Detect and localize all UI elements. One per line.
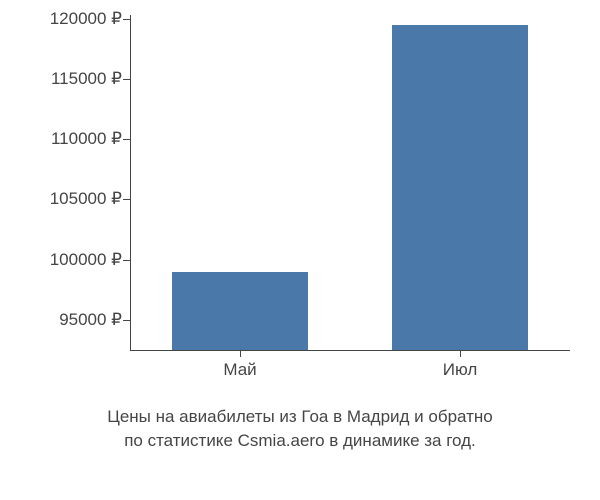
y-tick-label: 105000 ₽ xyxy=(2,189,122,209)
y-tick-label: 115000 ₽ xyxy=(2,69,122,89)
x-tick-mark xyxy=(460,350,461,357)
caption-line-2: по статистике Csmia.aero в динамике за г… xyxy=(124,431,476,450)
price-chart: 120000 ₽ 115000 ₽ 110000 ₽ 105000 ₽ 1000… xyxy=(0,0,600,420)
bar-may xyxy=(172,272,308,350)
y-tick-label: 120000 ₽ xyxy=(2,9,122,29)
y-tick-label: 110000 ₽ xyxy=(2,129,122,149)
chart-caption: Цены на авиабилеты из Гоа в Мадрид и обр… xyxy=(0,405,600,453)
x-tick-label: Май xyxy=(223,360,256,380)
y-tick-mark xyxy=(123,79,130,80)
y-tick-mark xyxy=(123,19,130,20)
x-axis-line xyxy=(130,350,570,351)
y-tick-mark xyxy=(123,320,130,321)
y-tick-mark xyxy=(123,260,130,261)
y-tick-mark xyxy=(123,139,130,140)
plot-area xyxy=(130,15,570,350)
bar-jul xyxy=(392,25,528,350)
caption-line-1: Цены на авиабилеты из Гоа в Мадрид и обр… xyxy=(107,407,493,426)
y-tick-label: 95000 ₽ xyxy=(2,310,122,330)
x-tick-label: Июл xyxy=(443,360,478,380)
y-tick-label: 100000 ₽ xyxy=(2,250,122,270)
x-tick-mark xyxy=(240,350,241,357)
y-tick-mark xyxy=(123,199,130,200)
